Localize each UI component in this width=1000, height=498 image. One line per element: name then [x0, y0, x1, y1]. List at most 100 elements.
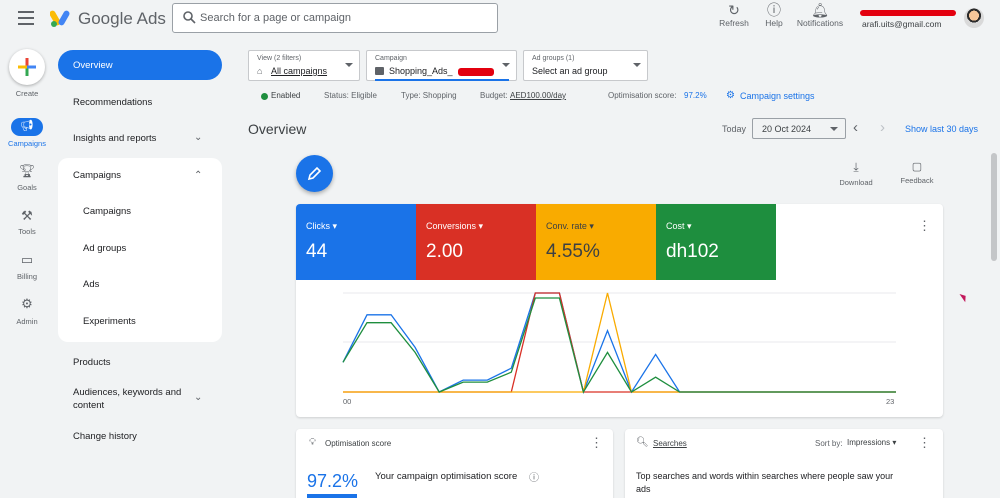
campaign-filter-label: Campaign	[375, 55, 407, 62]
opt-card-title: Optimisation score	[325, 439, 392, 448]
metric-conversions-value: 2.00	[426, 241, 463, 262]
date-value: 20 Oct 2024	[762, 124, 812, 134]
performance-line-chart: 00 23	[342, 292, 896, 406]
opt-score-label: Optimisation score:	[608, 91, 677, 100]
menu-icon[interactable]	[18, 11, 34, 25]
search-icon: 🔍︎	[636, 437, 649, 448]
nav-audiences-line2: content	[73, 400, 105, 411]
redacted-campaign-suffix	[458, 68, 494, 76]
shopping-icon	[375, 67, 384, 75]
chevron-down-icon: ⌄	[194, 132, 203, 143]
metric-conversions[interactable]: Conversions ▾ 2.00	[416, 204, 536, 280]
nav-overview[interactable]: Overview	[58, 50, 222, 80]
help-icon[interactable]: ⓘ	[529, 473, 539, 484]
dropdown-icon: ▾	[892, 438, 897, 447]
chevron-down-icon: ▾	[589, 221, 594, 231]
opt-card-text: Your campaign optimisation score	[375, 471, 518, 482]
rail-label-goals: Goals	[17, 183, 37, 192]
nav-change-history[interactable]: Change history	[73, 431, 137, 442]
nav-products[interactable]: Products	[73, 357, 111, 368]
nav-sub-experiments[interactable]: Experiments	[83, 316, 136, 327]
sort-by-value: Impressions	[847, 438, 891, 447]
settings-icon: ⚙	[726, 90, 735, 101]
account-email: arafi.uits@gmail.com	[862, 19, 942, 29]
dropdown-icon	[502, 63, 510, 67]
help-button[interactable]: ⓘ Help	[744, 2, 804, 28]
rail-label-admin: Admin	[16, 317, 38, 326]
view-filter-label: View (2 filters)	[257, 55, 302, 62]
campaigns-rail-button[interactable]	[11, 118, 43, 136]
show-last-30-days-link[interactable]: Show last 30 days	[905, 124, 979, 134]
create-label: Create	[15, 89, 39, 98]
top-header	[0, 0, 1000, 38]
scrollbar[interactable]	[991, 153, 997, 261]
opt-card-score: 97.2%	[307, 471, 359, 491]
metric-conv-rate[interactable]: Conv. rate ▾ 4.55%	[536, 204, 656, 280]
feedback-button[interactable]: ▢ Feedback	[896, 160, 938, 185]
tools-icon[interactable]: ⚒	[21, 208, 33, 223]
nav-campaigns-group[interactable]: Campaigns	[73, 170, 122, 181]
metric-clicks-label: Clicks	[306, 221, 330, 231]
refresh-icon: ↻	[728, 2, 740, 18]
more-vert-icon[interactable]: ⋮	[918, 435, 931, 450]
view-filter[interactable]: View (2 filters) All campaigns ⌂	[248, 50, 360, 81]
trophy-icon[interactable]: 🏆︎	[18, 163, 36, 178]
adgroups-filter-value: Select an ad group	[532, 66, 608, 76]
status-type: Type: Shopping	[401, 91, 457, 100]
metric-conv-rate-value: 4.55%	[546, 241, 600, 262]
dropdown-icon	[830, 127, 838, 131]
brand-name: Google Ads	[78, 9, 166, 28]
campaign-focus-underline	[375, 79, 509, 81]
home-icon: ⌂	[257, 66, 263, 76]
nav-sub-ads[interactable]: Ads	[83, 279, 100, 290]
page-title: Overview	[248, 121, 307, 137]
next-date-icon[interactable]: ›	[880, 119, 885, 136]
redacted-account-name	[860, 10, 956, 16]
date-picker[interactable]: 20 Oct 2024	[752, 118, 846, 139]
dropdown-icon	[633, 63, 641, 67]
avatar[interactable]	[964, 8, 984, 28]
more-vert-icon[interactable]: ⋮	[590, 435, 603, 450]
gear-icon[interactable]: ⚙	[21, 296, 33, 311]
nav-insights[interactable]: Insights and reports	[73, 133, 157, 144]
notifications-button[interactable]: 🔔︎ Notifications	[790, 2, 850, 28]
card-icon[interactable]: ▭	[20, 252, 34, 267]
metric-cost[interactable]: Cost ▾ dh102	[656, 204, 776, 280]
nav-recommendations[interactable]: Recommendations	[73, 97, 153, 108]
campaign-settings-link[interactable]: Campaign settings	[740, 91, 815, 101]
metric-clicks[interactable]: Clicks ▾ 44	[296, 204, 416, 280]
optimisation-score-card	[296, 429, 613, 498]
budget-value[interactable]: AED100.00/day	[510, 91, 567, 100]
campaign-filter[interactable]: Campaign Shopping_Ads_	[366, 50, 517, 81]
metric-conversions-label: Conversions	[426, 221, 477, 231]
create-button[interactable]	[9, 49, 45, 85]
sort-by-label: Sort by:	[815, 439, 843, 448]
search-input[interactable]	[172, 3, 498, 33]
searches-card-title[interactable]: Searches	[653, 439, 687, 448]
more-vert-icon[interactable]: ⋮	[918, 218, 931, 233]
sort-by-select[interactable]: Impressions ▾	[847, 438, 896, 447]
chart-series-line-3	[342, 297, 896, 394]
help-label: Help	[765, 18, 783, 28]
nav-audiences[interactable]: Audiences, keywords and	[73, 387, 182, 398]
adgroups-filter[interactable]: Ad groups (1) Select an ad group	[523, 50, 648, 81]
download-icon: ⤓	[853, 160, 859, 174]
edit-button[interactable]	[296, 155, 333, 192]
chevron-down-icon: ▾	[332, 221, 338, 231]
download-button[interactable]: ⤓ Download	[836, 160, 876, 187]
opt-score-value[interactable]: 97.2%	[684, 91, 707, 100]
rail-label-tools: Tools	[18, 227, 36, 236]
download-label: Download	[839, 178, 873, 187]
x-tick-start: 00	[343, 397, 351, 406]
chevron-down-icon: ▾	[478, 221, 484, 231]
prev-date-icon[interactable]: ‹	[853, 119, 858, 136]
metric-clicks-value: 44	[306, 241, 328, 262]
pencil-icon	[307, 166, 322, 181]
refresh-button[interactable]: ↻ Refresh	[704, 2, 764, 28]
nav-sub-campaigns[interactable]: Campaigns	[83, 206, 132, 217]
enabled-dot-icon	[261, 93, 268, 100]
nav-sub-ad-groups[interactable]: Ad groups	[83, 243, 127, 254]
campaign-filter-value: Shopping_Ads_	[389, 66, 453, 76]
bell-icon: 🔔︎	[811, 2, 829, 18]
refresh-label: Refresh	[719, 18, 749, 28]
